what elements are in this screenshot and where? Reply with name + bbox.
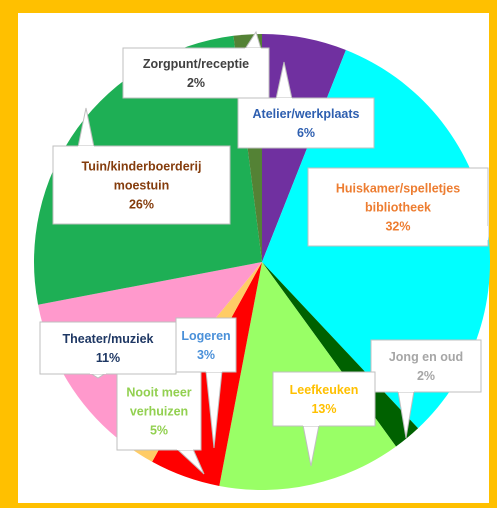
- callout-theater-muziek: Theater/muziek 11%: [39, 321, 177, 379]
- callout-zorgpunt-receptie: Zorgpunt/receptie 2%: [122, 30, 270, 99]
- slice-name-label: moestuin: [114, 179, 170, 193]
- slice-name-label: Jong en oud: [389, 350, 463, 364]
- slice-percent-label: 3%: [197, 348, 215, 362]
- callout-nooit-meer-verhuizen: Nooit meer verhuizen 5%: [116, 371, 205, 475]
- callout-logeren: Logeren 3%: [175, 317, 237, 449]
- pie-slice-jong-en-oud: [262, 262, 419, 447]
- callout-box: [39, 321, 177, 375]
- callout-huiskamer-spelletjes-bibliotheek: Huiskamer/spelletjes bibliotheek 32%: [307, 167, 489, 247]
- callout-atelier-werkplaats: Atelier/werkplaats 6%: [237, 61, 375, 149]
- callout-tuin-kinderboerderij-moestuin: Tuin/kinderboerderij moestuin 26%: [52, 107, 231, 225]
- callout-box: [116, 371, 202, 451]
- slice-name-label: verhuizen: [130, 405, 188, 419]
- slice-name-label: Leefkeuken: [290, 383, 359, 397]
- slice-percent-label: 13%: [311, 402, 336, 416]
- slice-name-label: Zorgpunt/receptie: [143, 57, 249, 71]
- callout-box: [307, 167, 489, 247]
- slice-percent-label: 26%: [129, 198, 154, 212]
- callout-leefkeuken: Leefkeuken 13%: [272, 371, 376, 467]
- callout-jong-en-oud: Jong en oud 2%: [370, 339, 482, 439]
- slice-percent-label: 2%: [417, 369, 435, 383]
- callout-box: [237, 97, 375, 149]
- callout-box: [122, 47, 270, 99]
- callout-box: [52, 145, 231, 225]
- slice-percent-label: 6%: [297, 126, 315, 140]
- callout-box: [370, 339, 482, 393]
- slice-name-label: Nooit meer: [126, 386, 191, 400]
- slice-name-label: Logeren: [181, 329, 230, 343]
- slice-name-label: Tuin/kinderboerderij: [82, 160, 202, 174]
- slice-percent-label: 5%: [150, 424, 168, 438]
- slice-name-label: Huiskamer/spelletjes: [336, 182, 460, 196]
- slice-percent-label: 11%: [96, 351, 120, 365]
- pie-callouts: Atelier/werkplaats 6% Huiskamer/spelletjes…: [39, 30, 489, 475]
- slice-name-label: bibliotheek: [365, 201, 431, 215]
- callout-box: [175, 317, 237, 373]
- slice-percent-label: 32%: [385, 220, 410, 234]
- callout-box: [272, 371, 376, 427]
- slice-percent-label: 2%: [187, 76, 205, 90]
- slice-name-label: Atelier/werkplaats: [253, 107, 360, 121]
- slice-name-label: Theater/muziek: [62, 332, 153, 346]
